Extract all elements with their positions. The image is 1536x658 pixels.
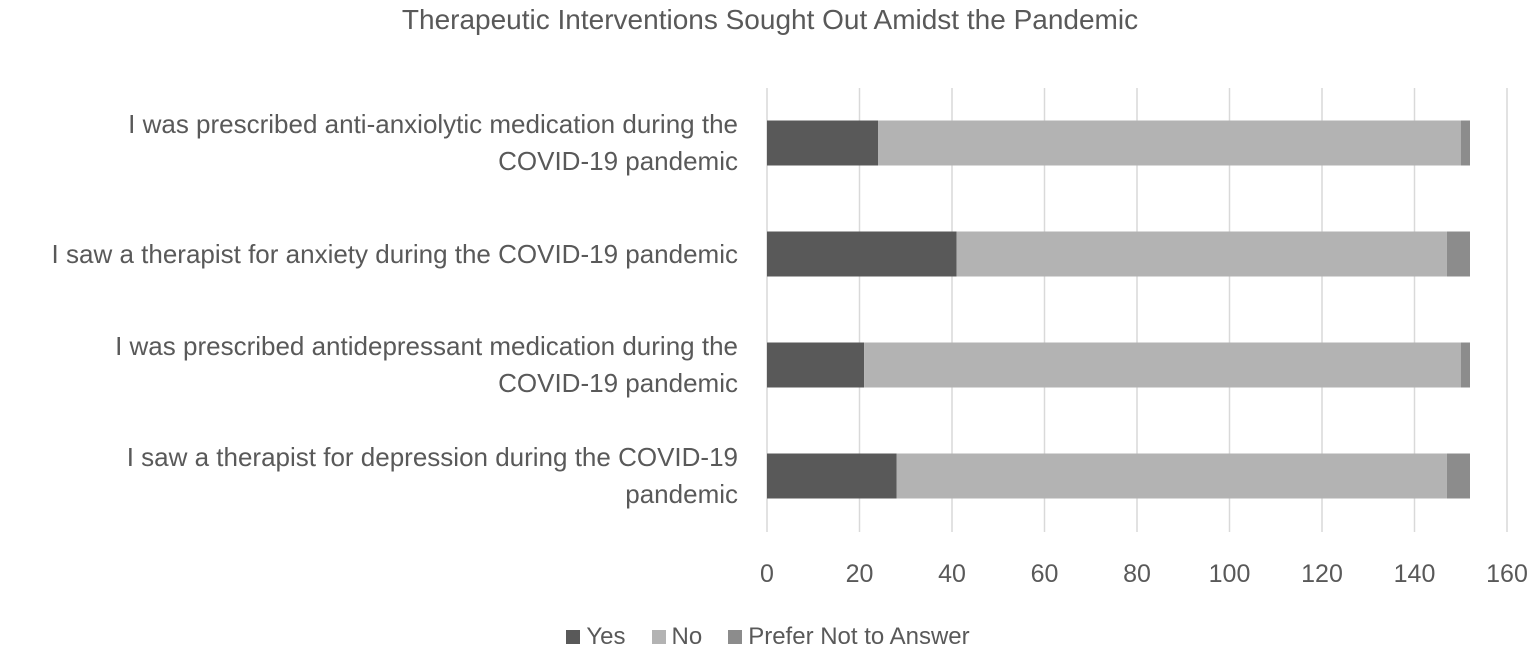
x-tick-label: 160 [1486, 560, 1528, 588]
x-tick-label: 140 [1394, 560, 1436, 588]
category-label: I saw a therapist for depression during … [0, 439, 738, 513]
category-label-line: I saw a therapist for depression during … [126, 442, 738, 472]
category-label-line: pandemic [625, 479, 738, 509]
bar-prefer-not-to-answer-0 [1460, 120, 1470, 166]
bar-no-0 [878, 120, 1461, 166]
legend-label-yes: Yes [586, 623, 626, 650]
bar-yes-2 [767, 342, 865, 388]
category-label-line: COVID-19 pandemic [498, 146, 738, 176]
bar-no-1 [956, 231, 1447, 277]
x-tick-label: 20 [846, 560, 874, 588]
category-label-line: COVID-19 pandemic [498, 368, 738, 398]
bar-yes-0 [767, 120, 878, 166]
bar-no-2 [864, 342, 1461, 388]
bar-prefer-not-to-answer-2 [1460, 342, 1470, 388]
x-axis-ticks: 0 20 40 60 80 100 120 140 160 [760, 560, 1528, 588]
legend: Yes No Prefer Not to Answer [0, 620, 1536, 654]
bar-no-3 [896, 453, 1447, 499]
bar-yes-1 [767, 231, 957, 277]
legend-label-no: No [671, 623, 703, 650]
legend-swatch-prefer-not [728, 630, 743, 644]
category-label: I was prescribed anti-anxiolytic medicat… [0, 106, 738, 180]
category-label: I saw a therapist for anxiety during the… [0, 236, 738, 273]
x-tick-label: 60 [1031, 560, 1059, 588]
category-label-line: I was prescribed anti-anxiolytic medicat… [128, 109, 738, 139]
x-tick-label: 120 [1301, 560, 1343, 588]
legend-item-no: No [651, 623, 703, 651]
x-tick-label: 40 [938, 560, 966, 588]
bar-prefer-not-to-answer-3 [1446, 453, 1470, 499]
legend-swatch-yes [566, 630, 581, 644]
category-label-line: I saw a therapist for anxiety during the… [51, 238, 738, 269]
chart-title: Therapeutic Interventions Sought Out Ami… [401, 4, 1139, 35]
legend-item-prefer-not: Prefer Not to Answer [728, 623, 970, 651]
plot-area: 0 20 40 60 80 100 120 140 160 [760, 88, 1528, 588]
x-tick-label: 100 [1209, 560, 1251, 588]
legend-item-yes: Yes [566, 623, 626, 651]
x-tick-label: 0 [760, 560, 774, 588]
category-label: I was prescribed antidepressant medicati… [0, 328, 738, 402]
legend-swatch-no [651, 630, 666, 644]
bars [767, 120, 1470, 499]
bar-yes-3 [767, 453, 897, 499]
bar-prefer-not-to-answer-1 [1446, 231, 1470, 277]
legend-label-prefer-not: Prefer Not to Answer [748, 623, 970, 650]
category-label-line: I was prescribed antidepressant medicati… [115, 331, 738, 361]
x-tick-label: 80 [1123, 560, 1151, 588]
